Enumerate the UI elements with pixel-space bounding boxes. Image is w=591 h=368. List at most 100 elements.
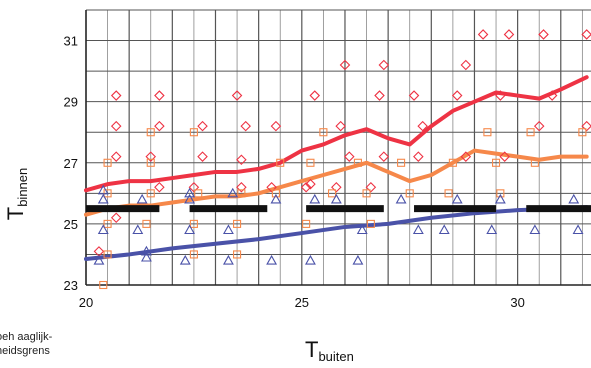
data-point-diamond — [460, 151, 472, 162]
data-point-triangle — [568, 193, 580, 204]
data-point-diamond — [240, 120, 251, 132]
data-point-triangle — [356, 224, 368, 235]
data-point-diamond — [408, 90, 420, 101]
series-layer — [84, 29, 591, 290]
legend-note-line-1: oeh aaglijk- — [0, 331, 53, 343]
data-point-square — [366, 219, 375, 228]
data-point-triangle — [330, 193, 342, 204]
data-point-square — [362, 189, 371, 198]
data-point-diamond — [231, 90, 243, 101]
data-point-diamond — [495, 90, 506, 101]
data-point-diamond — [197, 120, 208, 132]
data-point-diamond — [499, 151, 510, 162]
y-axis-label-main: T — [3, 207, 28, 220]
data-point-diamond — [154, 90, 165, 101]
data-point-triangle — [222, 224, 234, 235]
data-point-triangle — [305, 254, 316, 265]
data-point-diamond — [305, 178, 316, 190]
data-point-diamond — [460, 59, 472, 71]
x-axis-label-sub: buiten — [318, 349, 353, 364]
y-tick-label: 31 — [64, 34, 78, 49]
data-point-diamond — [413, 151, 424, 162]
data-point-diamond — [477, 29, 489, 40]
axis-ticks: 23 25 27 29 31 20 25 30 — [64, 34, 525, 310]
data-point-square — [189, 250, 198, 259]
data-point-triangle — [494, 193, 506, 204]
series-line-red — [84, 75, 589, 193]
data-point-triangle — [572, 224, 584, 235]
y-axis-label-sub: binnen — [15, 168, 30, 207]
data-point-diamond — [451, 90, 463, 101]
data-point-diamond — [538, 29, 549, 40]
y-tick-label: 29 — [64, 95, 78, 110]
x-tick-label: 25 — [295, 295, 309, 310]
data-point-triangle — [352, 254, 364, 265]
data-point-diamond — [546, 90, 558, 101]
grid — [85, 9, 591, 286]
data-point-diamond — [188, 181, 200, 193]
data-point-square — [526, 128, 535, 137]
data-point-diamond — [145, 151, 157, 162]
data-point-square — [496, 189, 505, 198]
x-axis-label: Tbuiten — [305, 337, 354, 364]
data-point-triangle — [179, 254, 191, 265]
data-point-triangle — [184, 224, 196, 235]
data-point-square — [103, 158, 112, 167]
data-point-square — [271, 189, 280, 198]
y-tick-label: 23 — [64, 278, 78, 293]
data-point-square — [146, 128, 155, 137]
data-point-triangle — [412, 224, 424, 235]
data-point-diamond — [110, 120, 122, 132]
data-point-square — [306, 158, 315, 167]
data-point-triangle — [93, 254, 105, 265]
data-point-diamond — [110, 212, 122, 224]
data-point-square — [448, 158, 457, 167]
data-point-diamond — [378, 151, 390, 162]
data-point-square — [444, 189, 453, 198]
data-point-square — [327, 189, 337, 198]
data-point-triangle — [222, 254, 234, 265]
legend-note: oeh aaglijk- heidsgrens — [0, 330, 52, 358]
data-point-diamond — [309, 90, 321, 101]
data-point-triangle — [529, 224, 541, 235]
data-point-diamond — [110, 151, 122, 162]
data-point-triangle — [395, 193, 407, 204]
data-point-square — [578, 128, 587, 137]
data-point-diamond — [503, 29, 515, 40]
x-axis-label-main: T — [305, 337, 318, 362]
data-point-square — [103, 219, 112, 228]
data-point-square — [319, 128, 328, 137]
data-point-diamond — [365, 181, 377, 193]
data-point-triangle — [184, 193, 196, 204]
data-point-diamond — [344, 151, 355, 162]
data-point-diamond — [533, 120, 545, 132]
data-point-triangle — [227, 187, 239, 198]
data-point-triangle — [97, 193, 109, 204]
data-point-triangle — [136, 193, 148, 204]
data-point-square — [483, 128, 492, 137]
data-point-square — [103, 250, 112, 259]
data-point-diamond — [154, 120, 165, 132]
data-point-diamond — [417, 120, 428, 132]
data-point-triangle — [184, 187, 196, 198]
data-point-square — [302, 219, 311, 228]
data-point-square — [99, 280, 108, 290]
legend-note-line-2: heidsgrens — [0, 345, 50, 357]
data-point-triangle — [266, 254, 278, 265]
x-tick-label: 20 — [79, 295, 93, 310]
data-point-square — [405, 189, 414, 198]
data-point-square — [491, 158, 501, 167]
data-point-diamond — [378, 59, 390, 71]
data-point-diamond — [300, 181, 312, 193]
data-point-diamond — [581, 29, 591, 40]
data-point-square — [233, 250, 242, 259]
data-point-triangle — [97, 184, 109, 195]
data-point-square — [397, 158, 406, 167]
data-point-diamond — [110, 90, 122, 101]
data-point-square — [189, 128, 198, 137]
y-tick-label: 25 — [64, 217, 78, 232]
data-point-diamond — [374, 90, 385, 101]
data-point-square — [276, 158, 285, 167]
data-point-diamond — [236, 154, 247, 166]
